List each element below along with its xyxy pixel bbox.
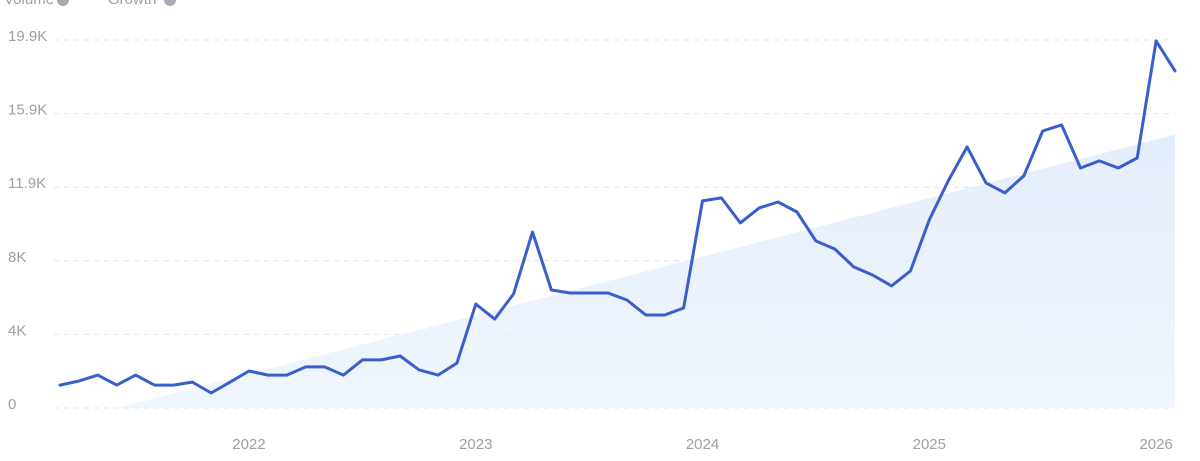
y-tick-label: 8K (8, 249, 26, 266)
legend-icons (57, 0, 176, 6)
x-tick-label: 2025 (913, 436, 946, 453)
growth-area (116, 134, 1175, 408)
x-tick-label: 2023 (459, 436, 492, 453)
y-tick-label: 11.9K (8, 175, 46, 192)
legend-label[interactable]: Growth (108, 0, 156, 8)
volume-line (58, 39, 1177, 395)
x-tick-label: 2026 (1139, 436, 1172, 453)
y-tick-label: 19.9K (8, 28, 47, 45)
x-tick-label: 2024 (686, 436, 719, 453)
y-tick-label: 0 (8, 396, 16, 413)
help-icon[interactable] (57, 0, 69, 6)
legend-label[interactable]: Volume (4, 0, 54, 8)
x-tick-label: 2022 (232, 436, 265, 453)
help-icon[interactable] (164, 0, 176, 6)
y-tick-label: 4K (8, 322, 26, 339)
y-tick-label: 15.9K (8, 102, 47, 119)
